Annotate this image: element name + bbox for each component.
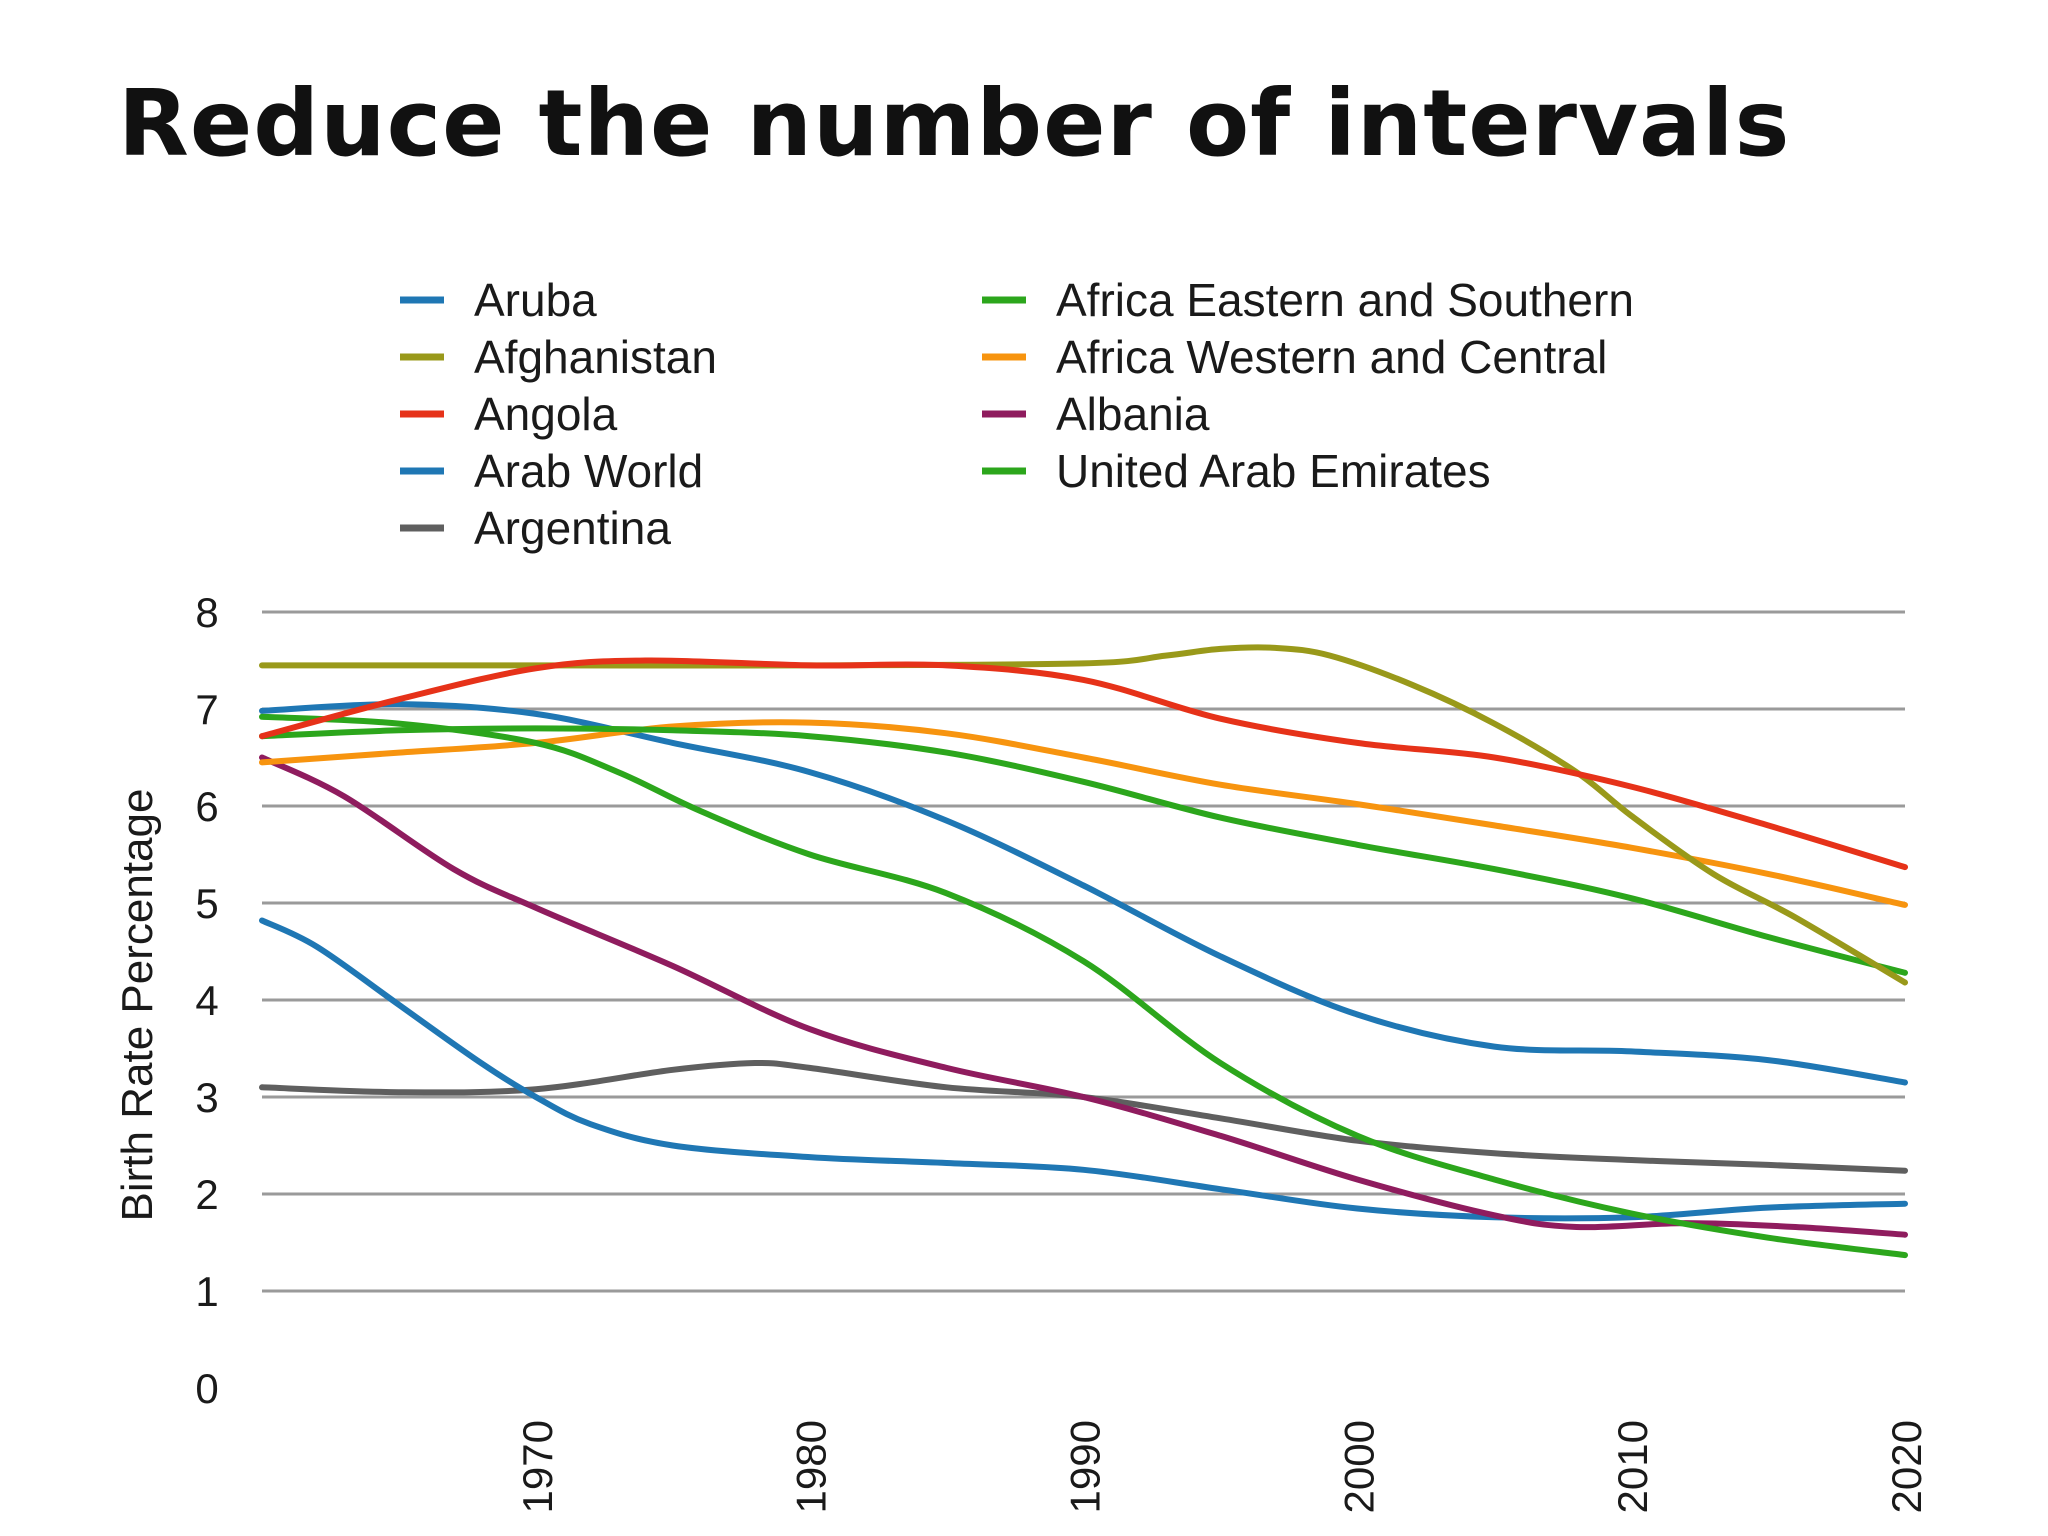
series-line-africa-western-and-central (259, 719, 1908, 908)
x-tick-label: 2020 (1883, 1420, 1930, 1513)
series-line-africa-eastern-and-southern (259, 725, 1908, 976)
series-line-argentina (259, 1059, 1908, 1174)
x-tick-label: 2000 (1335, 1420, 1382, 1513)
legend-item: Aruba (400, 274, 597, 326)
y-tick-label: 0 (195, 1365, 218, 1412)
y-axis-label: Birth Rate Percentage (113, 789, 162, 1222)
legend-item: Africa Eastern and Southern (982, 274, 1634, 326)
series-line-albania (259, 754, 1908, 1238)
legend-item: Arab World (400, 445, 703, 497)
legend-label: Arab World (474, 445, 703, 497)
legend-label: Africa Western and Central (1056, 331, 1607, 383)
series-line-aruba (259, 917, 1908, 1222)
legend-label: Albania (1056, 388, 1210, 440)
y-tick-label: 3 (195, 1074, 218, 1121)
legend-label: Afghanistan (474, 331, 717, 383)
x-tick-label: 2010 (1609, 1420, 1656, 1513)
series-line-afghanistan (259, 644, 1908, 986)
x-tick-labels: 1970 1980 1990 2000 2010 2020 (514, 1420, 1930, 1513)
legend-label: Africa Eastern and Southern (1056, 274, 1634, 326)
legend-label: Argentina (474, 502, 671, 554)
x-tick-label: 1970 (514, 1420, 561, 1513)
legend-label: Aruba (474, 274, 597, 326)
legend-label: United Arab Emirates (1056, 445, 1491, 497)
legend-item: Afghanistan (400, 331, 717, 383)
y-tick-label: 5 (195, 880, 218, 927)
slide-title: Reduce the number of intervals (118, 70, 1791, 177)
y-tick-label: 6 (195, 783, 218, 830)
series-lines (259, 644, 1908, 1259)
legend-item: Africa Western and Central (982, 331, 1607, 383)
y-tick-label: 7 (195, 686, 218, 733)
x-tick-label: 1990 (1062, 1420, 1109, 1513)
x-tick-label: 1980 (788, 1420, 835, 1513)
series-line-united-arab-emirates (259, 713, 1908, 1259)
legend-item: United Arab Emirates (982, 445, 1491, 497)
legend-item: Argentina (400, 502, 671, 554)
series-line-angola (259, 657, 1908, 871)
y-tick-label: 4 (195, 977, 218, 1024)
y-tick-label: 2 (195, 1171, 218, 1218)
gridlines (262, 610, 1905, 1293)
legend-label: Angola (474, 388, 618, 440)
y-tick-label: 8 (195, 589, 218, 636)
legend-item: Angola (400, 388, 618, 440)
legend-item: Albania (982, 388, 1210, 440)
series-line-arab-world (259, 701, 1908, 1086)
y-tick-labels: 0 1 2 3 4 5 6 7 8 (195, 589, 218, 1412)
y-tick-label: 1 (195, 1268, 218, 1315)
